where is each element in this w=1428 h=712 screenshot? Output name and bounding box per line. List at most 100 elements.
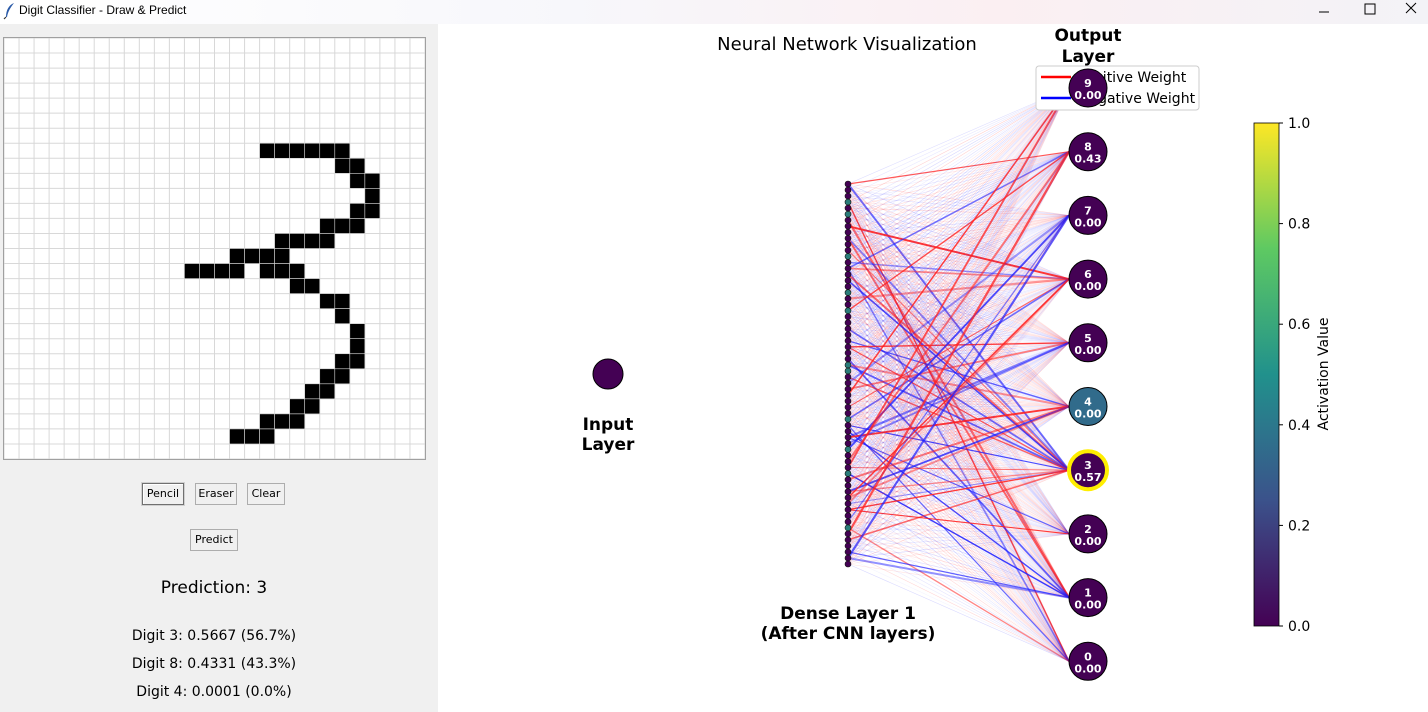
weight-line <box>847 455 1070 471</box>
drawn-pixel <box>334 353 351 370</box>
output-node-5: 50.00 <box>1068 323 1108 363</box>
weight-line <box>847 151 1070 263</box>
weight-line <box>847 151 1070 323</box>
weight-line <box>847 151 1070 305</box>
weight-line <box>847 151 1070 275</box>
feather-icon <box>3 3 14 20</box>
minimize-button[interactable] <box>1301 0 1347 24</box>
weight-line <box>847 151 1070 378</box>
weight-line <box>847 151 1070 426</box>
weight-line <box>847 201 1070 344</box>
weight-line <box>847 151 1070 191</box>
drawn-pixel <box>259 248 275 264</box>
drawn-pixel <box>274 263 290 279</box>
colorbar-tick-label: 0.6 <box>1288 317 1310 333</box>
weight-line <box>847 183 1070 407</box>
weight-line <box>847 469 1070 474</box>
weight-line <box>847 469 1070 493</box>
dense-node <box>844 373 852 381</box>
colorbar-label: Activation Value <box>1316 318 1332 431</box>
activation-colorbar: 0.0 0.2 0.4 0.6 0.8 1.0 Activation Value <box>1253 116 1332 635</box>
dense-node <box>844 235 852 242</box>
network-visualization-panel: Neural Network Visualization Input Layer… <box>438 24 1428 712</box>
weight-line <box>847 455 1070 662</box>
weight-line <box>847 244 1070 407</box>
weight-line <box>847 292 1070 535</box>
pencil-button[interactable]: Pencil <box>142 483 184 505</box>
weight-line <box>847 278 1070 462</box>
weight-line <box>847 213 1070 407</box>
weight-line <box>847 304 1070 344</box>
weight-line <box>847 151 1070 233</box>
input-layer-label-line1: Input <box>583 415 634 435</box>
weight-line <box>847 328 1070 662</box>
weight-line <box>847 394 1070 535</box>
weight-line <box>847 87 1070 432</box>
maximize-button[interactable] <box>1347 0 1393 24</box>
weight-line <box>847 278 1070 456</box>
dense-node <box>844 391 852 399</box>
weight-line <box>847 278 1070 444</box>
weight-line <box>847 342 1070 547</box>
weight-line <box>847 201 1070 662</box>
close-button[interactable] <box>1393 0 1428 24</box>
weight-line <box>847 87 1070 215</box>
output-node-digit: 7 <box>1084 204 1092 217</box>
weight-line <box>847 298 1070 471</box>
weight-line <box>847 346 1070 598</box>
weight-line <box>847 292 1070 344</box>
weight-line <box>847 515 1070 535</box>
dense-node <box>844 289 852 296</box>
weight-line <box>847 316 1070 598</box>
weight-line <box>847 151 1070 270</box>
weight-line <box>847 87 1070 366</box>
weight-line <box>847 215 1070 275</box>
weight-line <box>847 214 1070 662</box>
weight-line <box>847 215 1070 239</box>
weight-line <box>847 376 1070 471</box>
weight-line <box>847 280 1070 344</box>
weight-line <box>847 342 1070 553</box>
weight-line <box>847 443 1070 471</box>
weight-line <box>847 322 1070 471</box>
dense-node <box>844 301 852 308</box>
weight-line <box>847 406 1070 541</box>
dense-node <box>844 421 852 429</box>
weight-line <box>847 215 1070 378</box>
weight-line <box>847 87 1070 450</box>
drawn-pixel <box>319 293 336 309</box>
weight-line <box>847 256 1070 535</box>
eraser-button[interactable]: Eraser <box>195 483 237 505</box>
clear-button[interactable]: Clear <box>247 483 285 505</box>
weight-line <box>847 215 1070 414</box>
dense-node <box>844 265 852 272</box>
weight-line <box>847 370 1070 471</box>
weight-line <box>847 278 1070 559</box>
weight-line <box>847 278 1070 402</box>
weight-line <box>847 237 1070 471</box>
weight-line <box>847 328 1070 344</box>
weight-line <box>847 201 1070 407</box>
weight-line <box>847 87 1070 396</box>
weight-line <box>847 278 1070 468</box>
weight-line <box>847 87 1070 227</box>
weight-line <box>847 278 1070 534</box>
weight-line <box>847 87 1070 420</box>
drawing-grid[interactable] <box>3 37 426 460</box>
weight-line <box>847 539 1070 598</box>
weight-line <box>847 189 1070 280</box>
weight-line <box>847 220 1070 662</box>
weight-line <box>847 151 1070 354</box>
output-node-value: 0.57 <box>1074 471 1101 484</box>
weight-line <box>847 407 1070 662</box>
dense-node <box>844 325 852 333</box>
weight-line <box>847 225 1070 407</box>
window-title: Digit Classifier - Draw & Predict <box>19 3 187 17</box>
drawn-pixel <box>274 142 290 159</box>
dense-node <box>844 560 852 568</box>
weight-line <box>847 292 1070 471</box>
predict-button[interactable]: Predict <box>190 529 238 551</box>
weight-line <box>847 207 1070 344</box>
drawing-canvas[interactable] <box>3 37 426 460</box>
weight-line <box>847 469 1070 547</box>
